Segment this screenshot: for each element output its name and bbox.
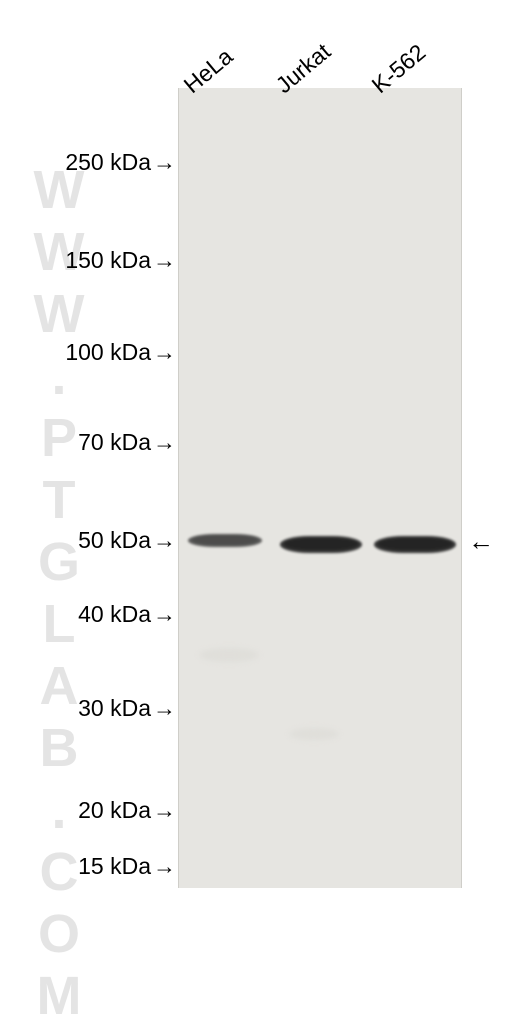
smudge bbox=[289, 728, 339, 740]
band-core bbox=[378, 538, 452, 550]
marker-label-3: 70 kDa→ bbox=[0, 429, 176, 456]
marker-arrow-icon: → bbox=[153, 339, 176, 366]
marker-arrow-icon: → bbox=[153, 695, 176, 722]
marker-label-0: 250 kDa→ bbox=[0, 149, 176, 176]
protein-band-lane2 bbox=[374, 536, 456, 553]
smudge bbox=[199, 648, 259, 662]
marker-arrow-icon: → bbox=[153, 527, 176, 554]
blot-membrane bbox=[178, 88, 462, 888]
marker-arrow-icon: → bbox=[153, 853, 176, 880]
marker-text: 30 kDa bbox=[78, 695, 151, 721]
marker-label-8: 15 kDa→ bbox=[0, 853, 176, 880]
marker-text: 250 kDa bbox=[65, 149, 151, 175]
marker-arrow-icon: → bbox=[153, 247, 176, 274]
marker-text: 50 kDa bbox=[78, 527, 151, 553]
marker-arrow-icon: → bbox=[153, 149, 176, 176]
watermark: WWW.PTGLAB.COM bbox=[28, 160, 90, 1028]
marker-text: 15 kDa bbox=[78, 853, 151, 879]
marker-label-7: 20 kDa→ bbox=[0, 797, 176, 824]
band-core bbox=[192, 535, 259, 544]
lane-labels: HeLaJurkatK-562 bbox=[0, 0, 510, 90]
lane-label-1: Jurkat bbox=[271, 38, 336, 99]
marker-arrow-icon: → bbox=[153, 601, 176, 628]
marker-text: 100 kDa bbox=[65, 339, 151, 365]
protein-band-lane0 bbox=[188, 534, 262, 547]
lane-label-2: K-562 bbox=[367, 39, 431, 99]
western-blot-figure: WWW.PTGLAB.COM HeLaJurkatK-562 250 kDa→1… bbox=[0, 0, 510, 903]
marker-text: 70 kDa bbox=[78, 429, 151, 455]
marker-arrow-icon: → bbox=[153, 429, 176, 456]
marker-text: 150 kDa bbox=[65, 247, 151, 273]
marker-label-1: 150 kDa→ bbox=[0, 247, 176, 274]
marker-label-6: 30 kDa→ bbox=[0, 695, 176, 722]
target-band-arrow: ← bbox=[468, 526, 494, 557]
marker-text: 20 kDa bbox=[78, 797, 151, 823]
marker-arrow-icon: → bbox=[153, 797, 176, 824]
marker-label-4: 50 kDa→ bbox=[0, 527, 176, 554]
marker-label-2: 100 kDa→ bbox=[0, 339, 176, 366]
marker-text: 40 kDa bbox=[78, 601, 151, 627]
protein-band-lane1 bbox=[280, 536, 362, 553]
marker-label-5: 40 kDa→ bbox=[0, 601, 176, 628]
band-core bbox=[284, 538, 358, 550]
